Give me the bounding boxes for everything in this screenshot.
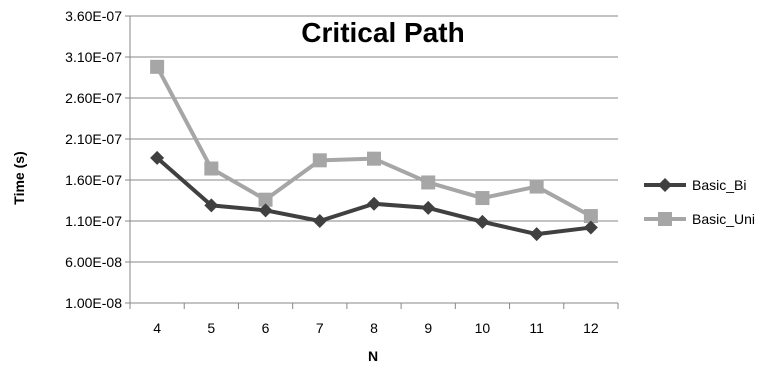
data-point <box>529 227 544 242</box>
data-point <box>312 214 327 228</box>
y-tick-label: 1.60E-07 <box>65 172 122 188</box>
legend-marker <box>658 212 672 226</box>
y-tick-label: 1.00E-08 <box>65 295 122 311</box>
data-point <box>529 179 544 194</box>
axes <box>125 15 619 309</box>
data-point <box>150 150 165 165</box>
y-tick-label: 1.10E-07 <box>65 213 122 229</box>
x-tick-label: 8 <box>370 320 378 336</box>
data-point <box>421 200 436 215</box>
x-tick-label: 5 <box>207 320 215 336</box>
data-point <box>475 191 490 206</box>
x-tick-label: 10 <box>475 320 491 336</box>
legend: Basic_Bi Basic_Uni <box>644 177 755 227</box>
y-tick-label: 2.10E-07 <box>65 131 122 147</box>
y-tick-label: 6.00E-08 <box>65 254 122 270</box>
x-tick-label: 12 <box>583 320 599 336</box>
data-point <box>475 214 490 229</box>
x-tick-label: 7 <box>316 320 324 336</box>
data-point <box>583 220 598 235</box>
y-tick-label: 2.60E-07 <box>65 90 122 106</box>
y-tick-label: 3.60E-07 <box>65 8 122 24</box>
y-tick-labels: 1.00E-08 6.00E-08 1.10E-07 1.60E-07 2.10E-07… <box>65 8 122 311</box>
data-point <box>204 198 219 213</box>
data-point <box>583 209 598 224</box>
x-tick-label: 6 <box>262 320 270 336</box>
y-tick-label: 3.10E-07 <box>65 49 122 65</box>
x-tick-labels: 4 5 6 7 8 9 10 11 12 <box>153 320 599 336</box>
data-point <box>204 161 219 176</box>
legend-label: Basic_Bi <box>692 177 746 193</box>
data-point <box>421 175 436 190</box>
legend-marker <box>658 178 672 192</box>
x-tick-label: 4 <box>153 320 161 336</box>
gridlines <box>130 15 618 304</box>
data-point <box>258 192 273 207</box>
x-tick-label: 9 <box>424 320 432 336</box>
chart-title: Critical Path <box>301 17 464 48</box>
series-group <box>150 59 598 242</box>
data-point <box>367 151 381 166</box>
x-tick-label: 11 <box>529 320 544 336</box>
data-point <box>258 203 273 218</box>
data-point <box>150 59 165 74</box>
series-line-basic-uni <box>155 65 592 218</box>
data-point <box>312 153 327 168</box>
series-line-basic-bi <box>155 156 592 237</box>
legend-label: Basic_Uni <box>692 211 755 227</box>
y-axis-title: Time (s) <box>11 151 27 204</box>
x-axis-title: N <box>368 348 378 364</box>
data-point <box>367 196 381 211</box>
